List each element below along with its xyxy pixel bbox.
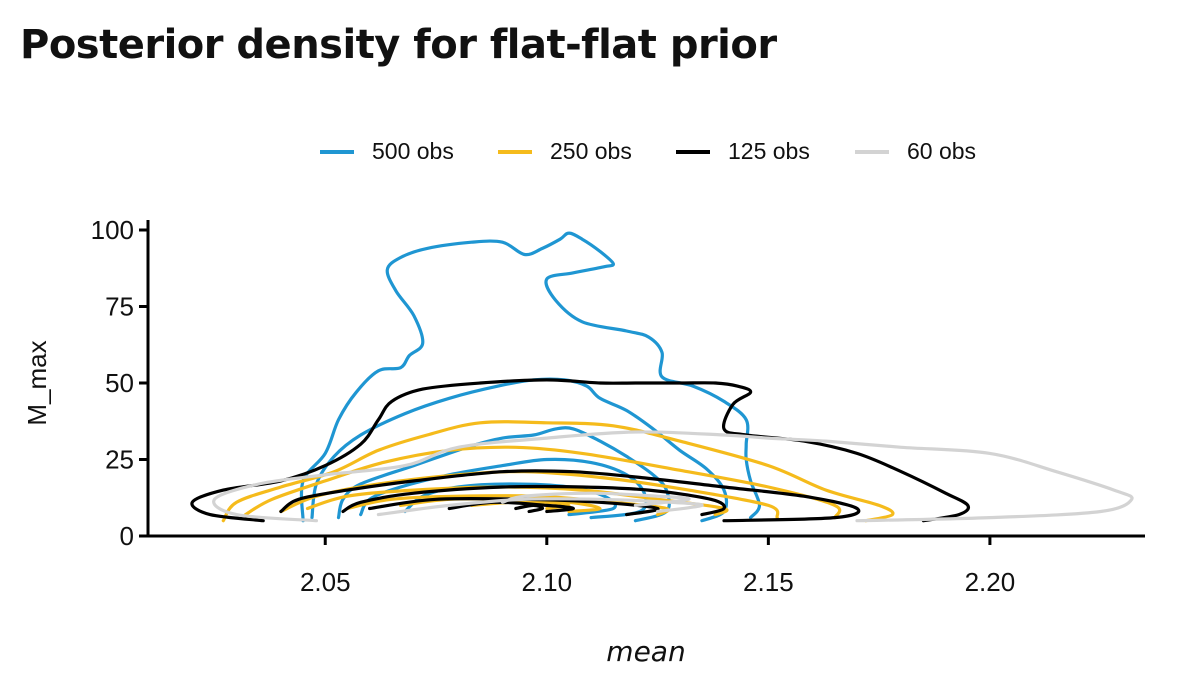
- x-axis-title: mean: [606, 635, 685, 668]
- y-tick-label: 100: [91, 215, 134, 245]
- x-tick-label: 2.10: [521, 567, 572, 597]
- chart-title: Posterior density for flat-flat prior: [20, 22, 777, 68]
- contour-line: [376, 497, 704, 517]
- y-tick-label: 0: [120, 521, 134, 551]
- y-tick-label: 25: [105, 445, 134, 475]
- legend-swatch: [855, 150, 889, 154]
- legend-swatch: [320, 150, 354, 154]
- contour-line: [212, 430, 1134, 523]
- y-tick-label: 50: [105, 368, 134, 398]
- contour-series: [212, 430, 1134, 523]
- contour-line: [403, 482, 617, 517]
- y-ticks: 0 25 50 75 100: [91, 215, 148, 551]
- contour-line: [341, 484, 726, 517]
- x-tick-label: 2.05: [300, 567, 351, 597]
- contour-layer: [190, 231, 1134, 523]
- x-tick-label: 2.15: [743, 567, 794, 597]
- contour-line: [279, 469, 861, 523]
- legend-label: 500 obs: [372, 138, 454, 164]
- contour-line: [514, 503, 545, 514]
- contour-series: [299, 231, 762, 523]
- legend-swatch: [676, 150, 710, 154]
- x-tick-label: 2.20: [965, 567, 1016, 597]
- contour-line: [500, 491, 691, 507]
- y-axis-title: M_max: [22, 340, 52, 425]
- contour-line: [299, 231, 762, 523]
- y-tick-label: 75: [105, 292, 134, 322]
- x-ticks: 2.05 2.10 2.15 2.20: [300, 536, 1015, 597]
- legend-label: 60 obs: [907, 138, 977, 164]
- legend-label: 125 obs: [728, 138, 810, 164]
- contour-line: [243, 445, 842, 520]
- legend-label: 250 obs: [550, 138, 632, 164]
- legend-swatch: [498, 150, 532, 154]
- legend: 500 obs 250 obs 125 obs 60 obs: [0, 136, 1197, 168]
- contour-line: [221, 420, 895, 523]
- contour-line: [190, 378, 970, 523]
